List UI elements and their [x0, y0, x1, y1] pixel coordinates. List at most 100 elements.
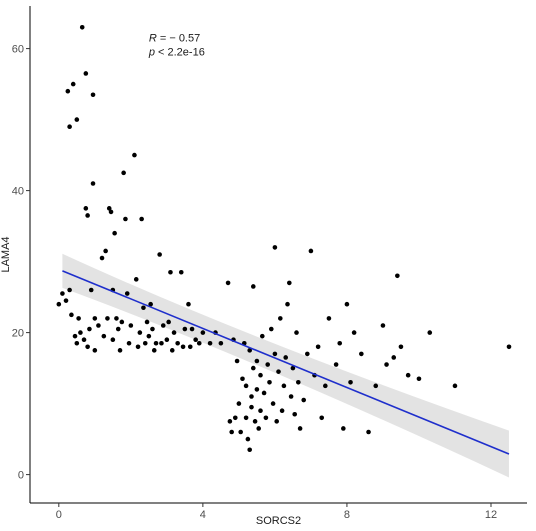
- data-point-25: [96, 323, 101, 328]
- data-point-88: [243, 415, 249, 421]
- p-symbol: p: [148, 47, 155, 59]
- data-point-85: [238, 429, 243, 435]
- data-point-43: [128, 323, 134, 328]
- data-point-34: [112, 230, 117, 236]
- data-point-22: [90, 92, 96, 98]
- data-point-65: [175, 340, 180, 346]
- x-tick-label-1: 4: [200, 509, 206, 521]
- data-point-123: [294, 330, 299, 335]
- data-point-95: [250, 284, 256, 289]
- data-point-63: [169, 348, 175, 353]
- data-point-92: [247, 348, 252, 353]
- data-point-125: [297, 426, 303, 431]
- data-point-147: [398, 344, 404, 350]
- data-point-116: [281, 383, 287, 389]
- x-axis-ticks: 0 4 8 12: [56, 503, 497, 521]
- x-tick-label-2: 8: [344, 509, 350, 521]
- r-symbol: R: [149, 33, 157, 45]
- x-tick-label-3: 12: [485, 509, 497, 521]
- data-point-82: [232, 415, 238, 421]
- data-point-58: [159, 340, 164, 346]
- data-point-24: [92, 348, 98, 353]
- data-point-39: [121, 170, 126, 176]
- data-point-16: [83, 206, 89, 211]
- data-point-2: [63, 298, 69, 303]
- data-point-107: [267, 380, 272, 385]
- data-point-74: [200, 330, 206, 335]
- data-point-45: [133, 277, 139, 282]
- data-point-28: [103, 248, 108, 254]
- data-point-60: [164, 337, 170, 343]
- data-point-149: [416, 376, 422, 382]
- data-point-52: [146, 333, 152, 339]
- data-point-96: [250, 365, 256, 371]
- x-tick-label-0: 0: [56, 509, 62, 521]
- data-point-50: [142, 340, 148, 346]
- data-point-145: [391, 355, 397, 360]
- y-axis-ticks: 0 20 40 60: [12, 44, 30, 482]
- data-point-150: [427, 330, 433, 335]
- data-point-57: [157, 252, 162, 257]
- confidence-band-layer: [62, 253, 509, 478]
- data-point-51: [144, 319, 150, 325]
- data-point-118: [285, 301, 290, 307]
- data-point-8: [72, 333, 78, 339]
- data-point-44: [132, 152, 137, 158]
- data-point-119: [287, 280, 292, 286]
- x-axis-title: SORCS2: [256, 515, 301, 527]
- data-point-70: [187, 344, 193, 350]
- data-point-59: [160, 323, 166, 328]
- data-point-152: [506, 344, 512, 350]
- data-point-102: [258, 408, 263, 414]
- data-point-110: [272, 245, 278, 250]
- data-point-151: [452, 383, 458, 389]
- y-tick-label-3: 60: [12, 44, 24, 56]
- data-point-17: [85, 213, 90, 218]
- data-point-48: [139, 216, 144, 222]
- data-point-20: [88, 287, 94, 293]
- data-point-68: [182, 326, 188, 332]
- data-point-23: [92, 316, 98, 321]
- data-point-47: [137, 330, 143, 335]
- data-point-106: [265, 362, 270, 367]
- data-point-67: [180, 344, 186, 350]
- data-point-40: [123, 216, 128, 222]
- data-point-49: [141, 305, 146, 311]
- data-point-46: [135, 344, 141, 350]
- data-point-33: [110, 337, 116, 343]
- data-point-115: [279, 408, 285, 414]
- data-point-138: [348, 380, 353, 385]
- data-point-72: [193, 337, 198, 343]
- data-point-132: [323, 383, 328, 389]
- data-point-137: [344, 301, 350, 307]
- data-point-77: [218, 340, 224, 346]
- data-point-80: [229, 429, 234, 435]
- data-point-139: [351, 330, 357, 335]
- data-point-10: [74, 340, 80, 346]
- data-point-5: [67, 124, 72, 129]
- data-point-21: [90, 181, 96, 186]
- data-point-93: [249, 394, 254, 399]
- data-point-61: [166, 319, 171, 325]
- data-point-122: [292, 411, 298, 417]
- data-point-111: [272, 351, 278, 357]
- data-point-64: [171, 330, 177, 335]
- data-point-114: [278, 316, 283, 321]
- data-point-54: [150, 326, 155, 332]
- data-point-84: [236, 401, 242, 406]
- r-value: = − 0.57: [157, 33, 200, 45]
- data-point-7: [70, 81, 76, 87]
- data-point-78: [225, 280, 231, 286]
- data-point-30: [106, 206, 112, 211]
- data-point-126: [301, 397, 307, 403]
- data-point-79: [227, 419, 233, 424]
- data-point-133: [326, 316, 332, 321]
- data-point-148: [405, 372, 411, 378]
- data-point-89: [243, 383, 249, 389]
- data-point-62: [168, 269, 173, 275]
- data-point-121: [290, 365, 296, 371]
- data-point-130: [315, 344, 321, 350]
- data-point-144: [384, 362, 389, 367]
- data-point-9: [74, 117, 80, 122]
